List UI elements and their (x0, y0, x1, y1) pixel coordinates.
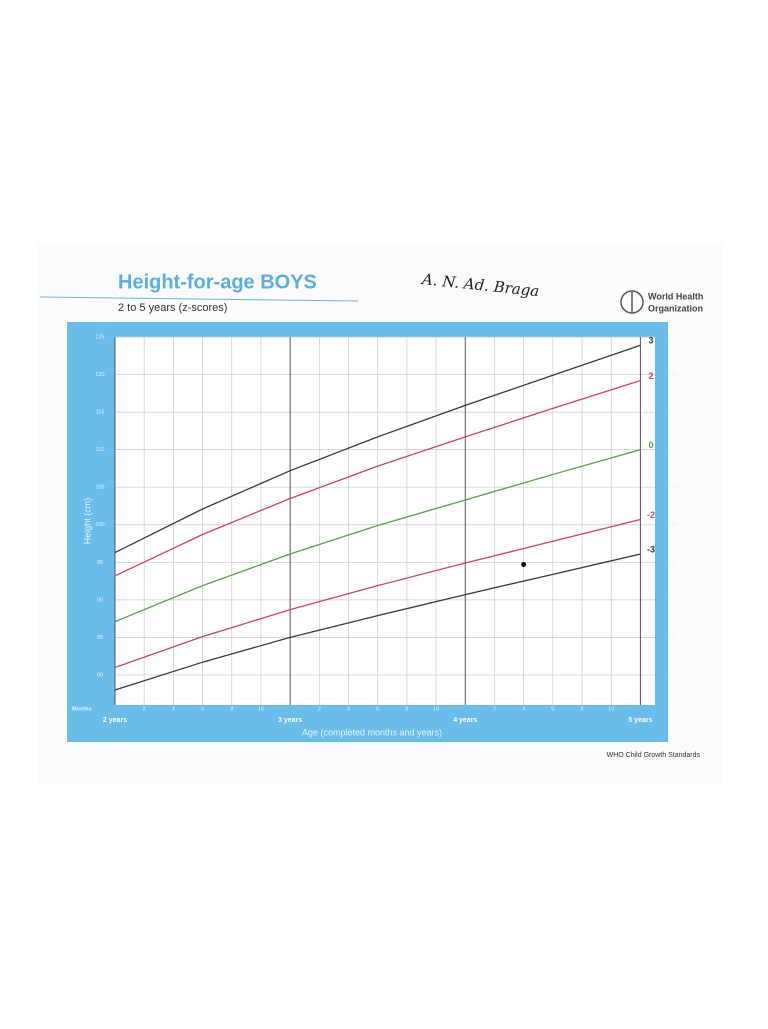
x-tick-label: 2 years (103, 717, 127, 724)
z-score-line (114, 553, 641, 691)
y-tick-label: 125 (95, 334, 104, 340)
x-tick-label: 10 (608, 706, 614, 712)
x-tick-label: 6 (551, 706, 554, 712)
plot-area (115, 337, 655, 705)
x-tick-label: 4 (522, 706, 525, 712)
x-tick-label: 2 (143, 706, 146, 712)
x-tick-label: 4 (172, 706, 175, 712)
y-tick-label: 125 (667, 334, 676, 340)
y-tick-label: 90 (97, 597, 103, 603)
y-tick-label: 80 (97, 672, 103, 678)
x-tick-label: 2 (493, 706, 496, 712)
y-tick-label: 115 (96, 410, 105, 416)
x-tick-label: 8 (230, 706, 233, 712)
chart-title: Height-for-age BOYS (118, 271, 317, 293)
chart-subtitle: 2 to 5 years (z-scores) (118, 302, 227, 314)
x-tick-label: 3 years (278, 717, 302, 724)
y-tick-label: 120 (667, 372, 676, 378)
who-logo (620, 290, 644, 314)
x-tick-label: 8 (405, 706, 408, 712)
z-score-line (114, 449, 641, 623)
x-tick-label: 4 years (453, 717, 477, 724)
source-note: WHO Child Growth Standards (607, 752, 701, 759)
x-unit-label: Months (72, 706, 92, 712)
x-tick-label: 2 (318, 706, 321, 712)
y-tick-label: 110 (96, 447, 105, 453)
z-score-line (114, 379, 641, 577)
x-tick-label: 10 (258, 706, 264, 712)
title-rule (39, 296, 359, 302)
measurement-point (521, 562, 527, 568)
y-tick-label: 100 (95, 522, 104, 528)
y-tick-label: 105 (667, 485, 676, 491)
x-tick-label: 10 (433, 706, 439, 712)
y-tick-label: 110 (668, 447, 677, 453)
y-tick-label: 95 (669, 560, 675, 566)
legend-label: 2 (648, 371, 653, 381)
legend-label: -2 (647, 510, 655, 520)
z-score-line (114, 344, 641, 554)
org-name: World Health (648, 291, 703, 301)
y-axis-label: Height (cm) (82, 498, 92, 545)
z-score-line (114, 518, 641, 669)
legend-label: 3 (648, 336, 653, 346)
y-tick-label: 120 (95, 372, 104, 378)
x-tick-label: 8 (580, 706, 583, 712)
x-axis-label: Age (completed months and years) (302, 727, 442, 737)
x-tick-label: 6 (201, 706, 204, 712)
y-tick-label: 85 (97, 635, 103, 641)
y-tick-label: 100 (667, 522, 676, 528)
y-tick-label: 80 (669, 672, 675, 678)
y-tick-label: 105 (95, 485, 104, 491)
legend-label: 0 (648, 440, 653, 450)
x-tick-label: 5 years (628, 717, 652, 724)
x-tick-label: 6 (376, 706, 379, 712)
y-tick-label: 90 (669, 597, 675, 603)
y-tick-label: 95 (97, 560, 103, 566)
org-name: Organization (648, 303, 703, 313)
legend-label: -3 (647, 544, 655, 554)
y-tick-label: 85 (669, 635, 675, 641)
y-tick-label: 115 (668, 410, 677, 416)
x-tick-label: 4 (347, 706, 350, 712)
